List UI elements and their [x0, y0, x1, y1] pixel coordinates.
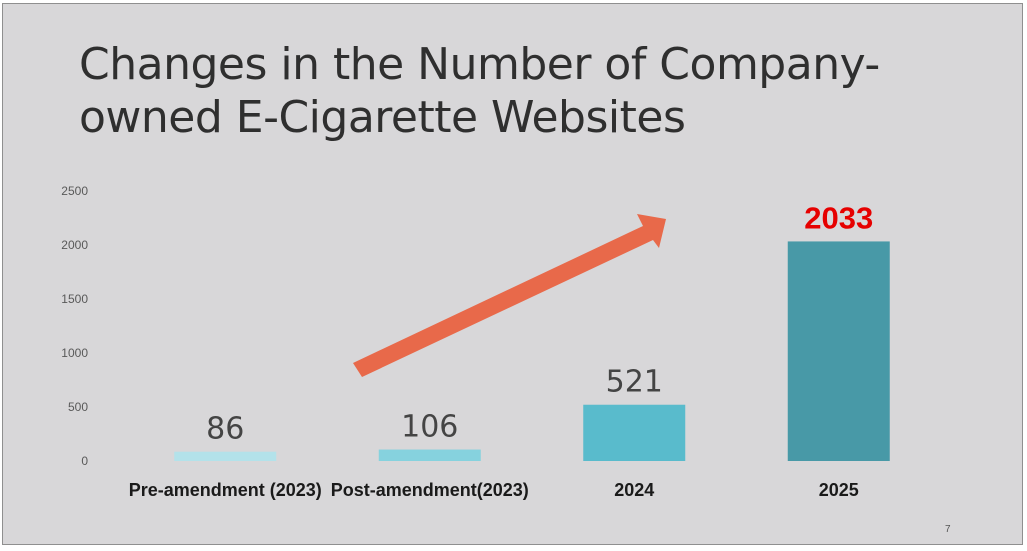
y-tick-label: 1000: [61, 346, 88, 360]
data-label: 86: [206, 412, 244, 447]
bar: [583, 404, 686, 461]
bar: [378, 449, 481, 461]
x-tick-label: 2025: [819, 480, 859, 500]
y-tick-label: 2500: [61, 184, 88, 198]
data-label: 106: [401, 410, 458, 445]
x-tick-label: Post-amendment(2023): [331, 480, 529, 500]
slide-title-line-1: Changes in the Number of Company-: [79, 39, 880, 90]
y-tick-label: 2000: [61, 238, 88, 252]
x-axis: Pre-amendment (2023) Post-amendment(2023)…: [129, 480, 859, 500]
page-number: 7: [945, 524, 951, 535]
bar: [787, 241, 890, 461]
bar-series: [174, 241, 890, 461]
data-label: 521: [606, 365, 663, 400]
slide-title-line-2: owned E-Cigarette Websites: [79, 92, 686, 143]
bar: [174, 451, 277, 461]
slide-title: Changes in the Number of Company- owned …: [79, 38, 880, 144]
x-tick-label: 2024: [614, 480, 654, 500]
y-tick-label: 500: [68, 400, 88, 414]
y-axis: 0 500 1000 1500 2000 2500: [61, 184, 88, 468]
y-tick-label: 0: [81, 454, 88, 468]
trend-arrow: [353, 214, 666, 377]
y-tick-label: 1500: [61, 292, 88, 306]
data-label-highlight: 2033: [804, 200, 873, 235]
trend-arrow-shape: [353, 214, 666, 377]
data-labels: 86 106 521 2033: [206, 200, 873, 446]
x-tick-label: Pre-amendment (2023): [129, 480, 322, 500]
